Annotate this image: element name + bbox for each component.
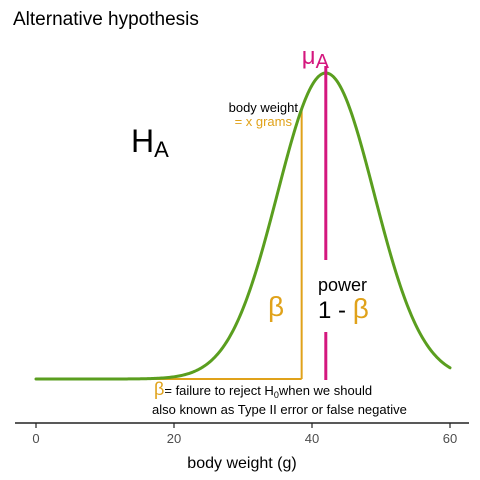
beta-note-line2: also known as Type II error or false neg… [152, 402, 407, 417]
x-tick-label: 20 [167, 431, 181, 446]
beta-label: β [268, 291, 284, 322]
beta-note-line1: β= failure to reject H0when we should [154, 379, 372, 400]
x-tick-label: 0 [32, 431, 39, 446]
chart-title: Alternative hypothesis [13, 9, 199, 30]
critical-value-label-line1: body weight [229, 100, 299, 115]
critical-value-label-line2: = x grams [235, 114, 293, 129]
x-tick-label: 40 [305, 431, 319, 446]
mu-label: μA [302, 43, 330, 73]
x-ticks: 0 20 40 60 [32, 423, 457, 446]
x-tick-label: 60 [443, 431, 457, 446]
hypothesis-label: HA [131, 123, 169, 162]
density-curve [34, 71, 452, 381]
power-formula: 1 - β [318, 293, 369, 324]
power-label: power [318, 275, 367, 295]
x-axis-label: body weight (g) [187, 455, 296, 472]
